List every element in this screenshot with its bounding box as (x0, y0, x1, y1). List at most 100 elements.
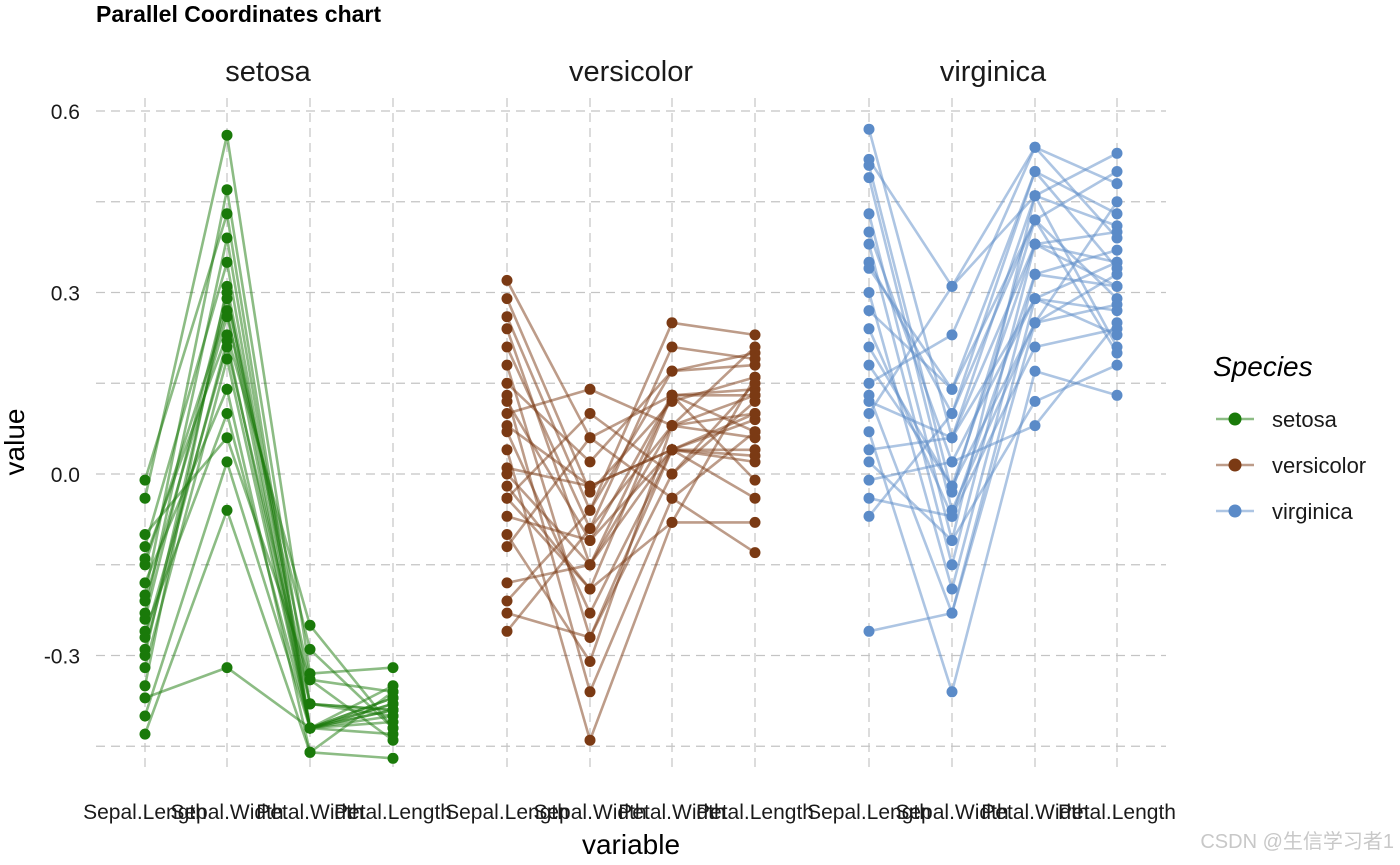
data-point-versicolor (749, 353, 761, 365)
data-point-versicolor (584, 523, 596, 534)
series-line-virginica (867, 146, 1118, 288)
data-point-virginica (863, 238, 875, 250)
data-point-versicolor (749, 516, 761, 528)
data-point-virginica (946, 408, 958, 419)
data-point-setosa (221, 662, 233, 674)
data-point-setosa (221, 353, 233, 365)
data-point-virginica (863, 492, 875, 504)
data-point-versicolor (749, 492, 761, 504)
legend-key-point-virginica (1228, 504, 1242, 518)
x-axis-title: variable (582, 829, 680, 860)
data-point-virginica (863, 262, 875, 274)
data-point-setosa (221, 287, 233, 298)
data-point-virginica (1111, 166, 1123, 177)
x-tick-label: Petal.Width (256, 801, 363, 824)
series-line-virginica (867, 230, 1118, 488)
data-point-virginica (1111, 262, 1123, 274)
data-point-virginica (1029, 268, 1041, 280)
x-tick-label: Sepal.Length (445, 801, 569, 824)
data-point-versicolor (666, 341, 678, 353)
series-line-setosa (143, 345, 394, 712)
x-tick-label: Petal.Length (1058, 801, 1176, 824)
data-point-virginica (863, 159, 875, 171)
series-line-virginica (868, 303, 1118, 633)
series-line-versicolor (505, 393, 756, 542)
data-point-virginica (946, 559, 958, 571)
data-point-setosa (139, 553, 151, 565)
data-point-setosa (221, 456, 233, 468)
data-point-setosa (221, 208, 233, 220)
data-point-versicolor (501, 311, 513, 323)
data-point-virginica (1029, 365, 1041, 377)
data-point-virginica (863, 625, 875, 637)
x-tick-label: Petal.Width (618, 801, 725, 824)
series-line-versicolor (505, 298, 756, 494)
data-point-virginica (1029, 214, 1041, 226)
data-point-setosa (221, 256, 233, 268)
series-line-virginica (868, 321, 1119, 482)
data-point-virginica (863, 226, 875, 238)
data-point-virginica (946, 535, 958, 546)
data-point-versicolor (501, 625, 513, 637)
data-point-versicolor (501, 359, 513, 371)
data-point-setosa (221, 129, 233, 141)
data-point-versicolor (584, 432, 596, 444)
data-point-setosa (221, 408, 233, 419)
data-point-versicolor (501, 480, 513, 492)
series-line-virginica (867, 297, 1118, 615)
series-line-virginica (867, 170, 1118, 391)
data-point-virginica (1029, 317, 1041, 329)
data-point-versicolor (584, 686, 596, 698)
data-point-virginica (863, 456, 875, 468)
data-point-versicolor (666, 317, 678, 329)
data-point-setosa (139, 680, 151, 692)
data-point-virginica (946, 383, 958, 395)
data-point-virginica (1111, 299, 1123, 311)
legend-label-versicolor: versicolor (1272, 453, 1366, 478)
data-point-virginica (1111, 329, 1123, 341)
data-point-virginica (946, 480, 958, 492)
data-point-versicolor (584, 535, 596, 546)
y-tick-label: 0.3 (51, 283, 80, 306)
data-point-setosa (221, 383, 233, 395)
data-point-virginica (863, 287, 875, 298)
x-tick-label: Petal.Width (981, 801, 1088, 824)
data-point-virginica (1111, 178, 1123, 190)
data-point-versicolor (584, 607, 596, 619)
data-point-virginica (863, 208, 875, 220)
data-point-virginica (863, 172, 875, 184)
data-point-setosa (139, 728, 151, 740)
series-points (139, 123, 1123, 764)
series-line-setosa (143, 508, 394, 760)
data-point-virginica (1111, 226, 1123, 238)
data-point-setosa (387, 698, 399, 710)
data-point-versicolor (749, 426, 761, 438)
data-point-setosa (221, 329, 233, 341)
data-point-versicolor (501, 377, 513, 389)
data-point-setosa (304, 722, 316, 734)
data-point-versicolor (584, 734, 596, 746)
series-line-setosa (143, 460, 394, 730)
panel-strip-labels: setosa versicolor virginica (225, 56, 1047, 88)
data-point-virginica (1111, 147, 1123, 159)
series-line-setosa (144, 436, 394, 742)
data-point-setosa (387, 686, 399, 698)
data-point-versicolor (584, 559, 596, 571)
data-point-versicolor (501, 541, 513, 553)
data-point-setosa (221, 432, 233, 444)
data-point-virginica (1111, 359, 1123, 371)
data-point-versicolor (501, 577, 513, 589)
data-point-virginica (1029, 166, 1041, 177)
data-point-versicolor (584, 504, 596, 516)
series-line-versicolor (506, 321, 756, 602)
data-point-virginica (863, 474, 875, 486)
data-point-versicolor (501, 341, 513, 353)
data-point-versicolor (584, 631, 596, 643)
series-lines (143, 128, 1119, 760)
y-axis-title: value (0, 409, 30, 476)
data-point-versicolor (501, 444, 513, 456)
legend: Species setosa versicolor virginica (1213, 351, 1366, 524)
data-point-setosa (304, 674, 316, 686)
data-point-virginica (863, 359, 875, 371)
